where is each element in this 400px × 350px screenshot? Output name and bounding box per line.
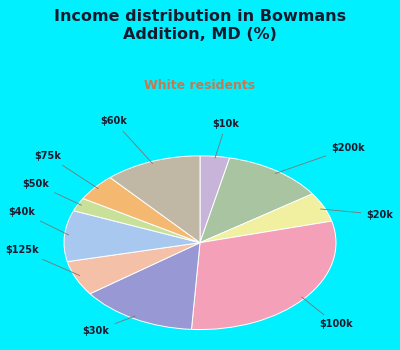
Text: $125k: $125k bbox=[5, 245, 80, 275]
Wedge shape bbox=[64, 211, 200, 262]
Wedge shape bbox=[192, 221, 336, 330]
Wedge shape bbox=[83, 177, 200, 243]
Wedge shape bbox=[200, 194, 332, 243]
Text: $200k: $200k bbox=[275, 143, 365, 174]
Wedge shape bbox=[200, 156, 230, 243]
Text: White residents: White residents bbox=[144, 79, 256, 92]
Text: Income distribution in Bowmans
Addition, MD (%): Income distribution in Bowmans Addition,… bbox=[54, 9, 346, 42]
Wedge shape bbox=[74, 198, 200, 243]
Wedge shape bbox=[67, 243, 200, 294]
Text: $100k: $100k bbox=[302, 297, 353, 329]
Text: $50k: $50k bbox=[22, 179, 82, 205]
Text: $30k: $30k bbox=[82, 316, 135, 336]
Text: $75k: $75k bbox=[34, 151, 98, 189]
Wedge shape bbox=[90, 243, 200, 329]
Text: $60k: $60k bbox=[100, 116, 152, 163]
Wedge shape bbox=[200, 158, 312, 243]
Wedge shape bbox=[110, 156, 200, 243]
Text: $20k: $20k bbox=[320, 209, 394, 219]
Text: $40k: $40k bbox=[8, 207, 69, 235]
Text: $10k: $10k bbox=[212, 119, 240, 158]
